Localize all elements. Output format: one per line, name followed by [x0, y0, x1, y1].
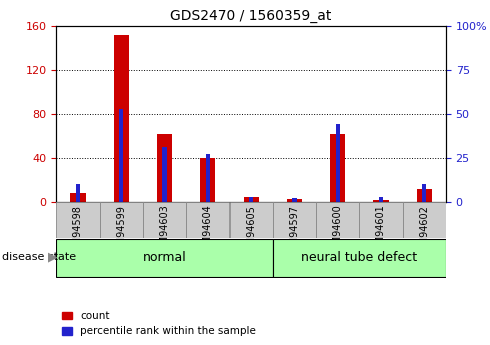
Text: GSM94605: GSM94605	[246, 205, 256, 258]
Bar	[287, 198, 302, 202]
FancyBboxPatch shape	[359, 202, 403, 238]
Bar	[76, 184, 80, 202]
FancyBboxPatch shape	[56, 239, 273, 277]
Bar	[330, 134, 345, 202]
FancyBboxPatch shape	[143, 202, 186, 238]
FancyBboxPatch shape	[99, 202, 143, 238]
Legend: count, percentile rank within the sample: count, percentile rank within the sample	[62, 311, 256, 336]
Text: GSM94597: GSM94597	[290, 205, 299, 258]
Text: GSM94604: GSM94604	[203, 205, 213, 257]
FancyBboxPatch shape	[273, 239, 446, 277]
FancyBboxPatch shape	[316, 202, 359, 238]
Text: GSM94599: GSM94599	[116, 205, 126, 258]
Bar	[373, 200, 389, 202]
Bar	[416, 189, 432, 202]
FancyBboxPatch shape	[229, 202, 273, 238]
Bar	[157, 134, 172, 202]
Text: GSM94600: GSM94600	[333, 205, 343, 257]
Text: GSM94602: GSM94602	[419, 205, 429, 258]
FancyBboxPatch shape	[403, 202, 446, 238]
Bar	[292, 198, 296, 202]
Text: GSM94603: GSM94603	[160, 205, 170, 257]
Bar	[114, 35, 129, 202]
Bar	[162, 147, 167, 202]
Text: normal: normal	[143, 252, 186, 264]
Bar	[119, 109, 123, 202]
Bar	[244, 197, 259, 202]
Bar	[206, 154, 210, 202]
Text: GSM94601: GSM94601	[376, 205, 386, 257]
Text: GSM94598: GSM94598	[73, 205, 83, 258]
Title: GDS2470 / 1560359_at: GDS2470 / 1560359_at	[171, 9, 332, 23]
Bar	[422, 184, 426, 202]
Text: disease state: disease state	[2, 252, 76, 262]
Bar	[200, 158, 216, 202]
Bar	[71, 193, 86, 202]
FancyBboxPatch shape	[186, 202, 229, 238]
Text: ▶: ▶	[48, 250, 58, 264]
Text: neural tube defect: neural tube defect	[301, 252, 417, 264]
Bar	[379, 197, 383, 202]
FancyBboxPatch shape	[273, 202, 316, 238]
Bar	[336, 125, 340, 202]
Bar	[249, 197, 253, 202]
FancyBboxPatch shape	[56, 202, 99, 238]
